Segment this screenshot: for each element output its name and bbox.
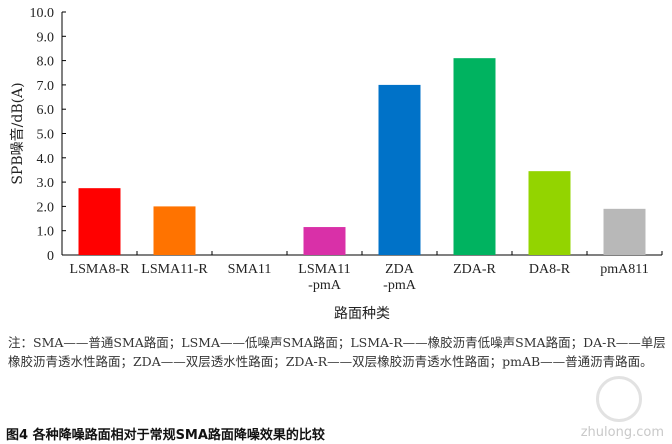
- y-tick-label: 2.0: [37, 200, 55, 215]
- y-axis-title: SPB噪音/dB(A): [9, 82, 26, 184]
- bar: [528, 171, 571, 255]
- bar: [78, 188, 121, 255]
- chart-bars: [78, 58, 646, 256]
- y-tick-label: 6.0: [37, 103, 55, 118]
- bar: [453, 58, 496, 255]
- x-tick-label: LSMA11-R: [141, 262, 208, 277]
- x-tick-label: pmA811: [600, 262, 648, 277]
- y-tick-label: 7.0: [37, 79, 55, 94]
- y-tick-label: 8.0: [37, 55, 55, 70]
- chart-axes: [61, 11, 663, 256]
- y-tick-label: 1.0: [37, 225, 55, 240]
- figure-caption: 图4 各种降噪路面相对于常规SMA路面降噪效果的比较: [6, 428, 325, 443]
- y-tick-label: 5.0: [37, 128, 55, 143]
- x-tick-label: -pmA: [308, 278, 342, 293]
- bar: [603, 208, 646, 255]
- x-tick-label: SMA11: [228, 262, 272, 277]
- bar: [153, 206, 196, 255]
- x-tick-label: -pmA: [383, 278, 417, 293]
- x-tick-label: ZDA: [385, 262, 415, 277]
- x-tick-label: ZDA-R: [453, 262, 496, 277]
- bar: [303, 227, 346, 255]
- bar-chart: 0 1.0 2.0 3.0 4.0 5.0 6.0 7.0 8.0 9.0 10.0 SPB噪音/dB…: [9, 6, 663, 322]
- watermark: zhulong.com: [580, 425, 664, 440]
- x-tick-label: DA8-R: [529, 262, 571, 277]
- y-tick-label: 4.0: [37, 152, 55, 167]
- y-tick-label: 0: [47, 249, 54, 264]
- bar: [378, 84, 421, 256]
- x-tick-label: LSMA11: [298, 262, 350, 277]
- y-tick-label: 10.0: [30, 6, 55, 21]
- watermark-logo-icon: [596, 376, 642, 422]
- chart-note: 注：SMA——普通SMA路面；LSMA——低噪声SMA路面；LSMA-R——橡胶…: [8, 335, 666, 369]
- y-tick-label: 3.0: [37, 176, 55, 191]
- x-axis-title: 路面种类: [334, 306, 390, 322]
- chart-labels: 0 1.0 2.0 3.0 4.0 5.0 6.0 7.0 8.0 9.0 10.0 SPB噪音/dB…: [9, 6, 649, 322]
- y-tick-label: 9.0: [37, 30, 55, 45]
- x-tick-label: LSMA8-R: [70, 262, 131, 277]
